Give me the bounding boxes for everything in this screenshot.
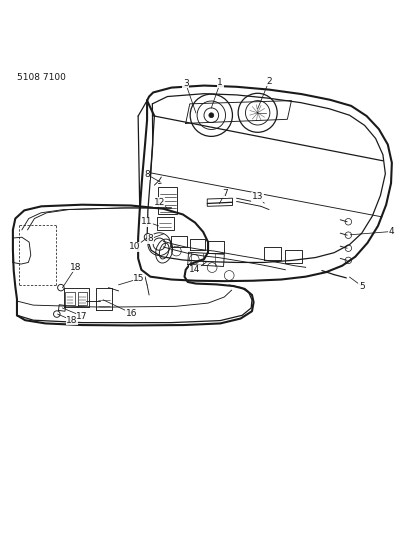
Text: 1: 1: [217, 78, 223, 87]
Text: 5108 7100: 5108 7100: [17, 74, 66, 83]
Text: 17: 17: [76, 312, 88, 321]
Text: 14: 14: [189, 265, 201, 274]
Text: 18: 18: [70, 263, 82, 272]
Text: 2: 2: [266, 77, 272, 86]
Text: 12: 12: [153, 198, 165, 207]
Text: 11: 11: [141, 217, 153, 227]
Text: 18: 18: [66, 316, 78, 325]
Text: 7: 7: [222, 189, 228, 198]
Circle shape: [209, 113, 214, 118]
Text: 4: 4: [388, 227, 394, 236]
Text: 13: 13: [252, 192, 264, 201]
Text: 5: 5: [359, 281, 365, 290]
Text: 15: 15: [133, 274, 145, 283]
Text: 8: 8: [147, 235, 153, 244]
Text: 10: 10: [129, 243, 141, 252]
Text: 16: 16: [126, 309, 137, 318]
Text: 3: 3: [183, 79, 188, 88]
Text: 8: 8: [144, 170, 150, 179]
